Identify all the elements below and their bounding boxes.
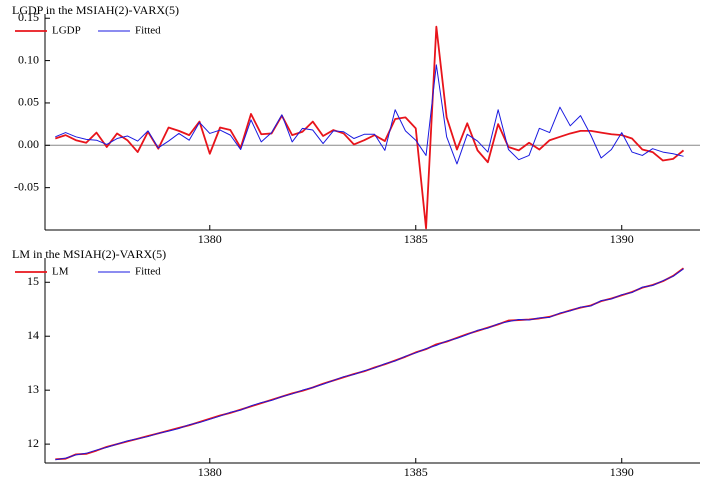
x-tick-label: 1390 — [610, 465, 634, 479]
y-tick-label: -0.05 — [14, 179, 39, 193]
y-tick-label: 12 — [27, 436, 39, 450]
chart-title: LGDP in the MSIAH(2)-VARX(5) — [12, 3, 179, 17]
series-line — [55, 267, 685, 461]
y-tick-label: 0.15 — [18, 10, 39, 24]
x-tick-label: 1390 — [610, 232, 634, 246]
chart-title: LM in the MSIAH(2)-VARX(5) — [12, 247, 166, 261]
y-tick-label: 14 — [27, 328, 39, 342]
legend-label: LGDP — [52, 25, 81, 37]
legend-label: Fitted — [135, 25, 161, 37]
series-line — [55, 64, 684, 165]
legend-label: Fitted — [135, 266, 161, 278]
series-line — [55, 268, 684, 461]
x-tick-label: 1380 — [198, 232, 222, 246]
series-line — [55, 25, 685, 230]
x-tick-label: 1385 — [404, 232, 428, 246]
y-tick-label: 15 — [27, 274, 39, 288]
y-tick-label: 13 — [27, 382, 39, 396]
y-tick-label: 0.05 — [18, 95, 39, 109]
y-tick-label: 0.00 — [18, 137, 39, 151]
legend-label: LM — [52, 266, 69, 278]
x-tick-label: 1385 — [404, 465, 428, 479]
x-tick-label: 1380 — [198, 465, 222, 479]
y-tick-label: 0.10 — [18, 52, 39, 66]
